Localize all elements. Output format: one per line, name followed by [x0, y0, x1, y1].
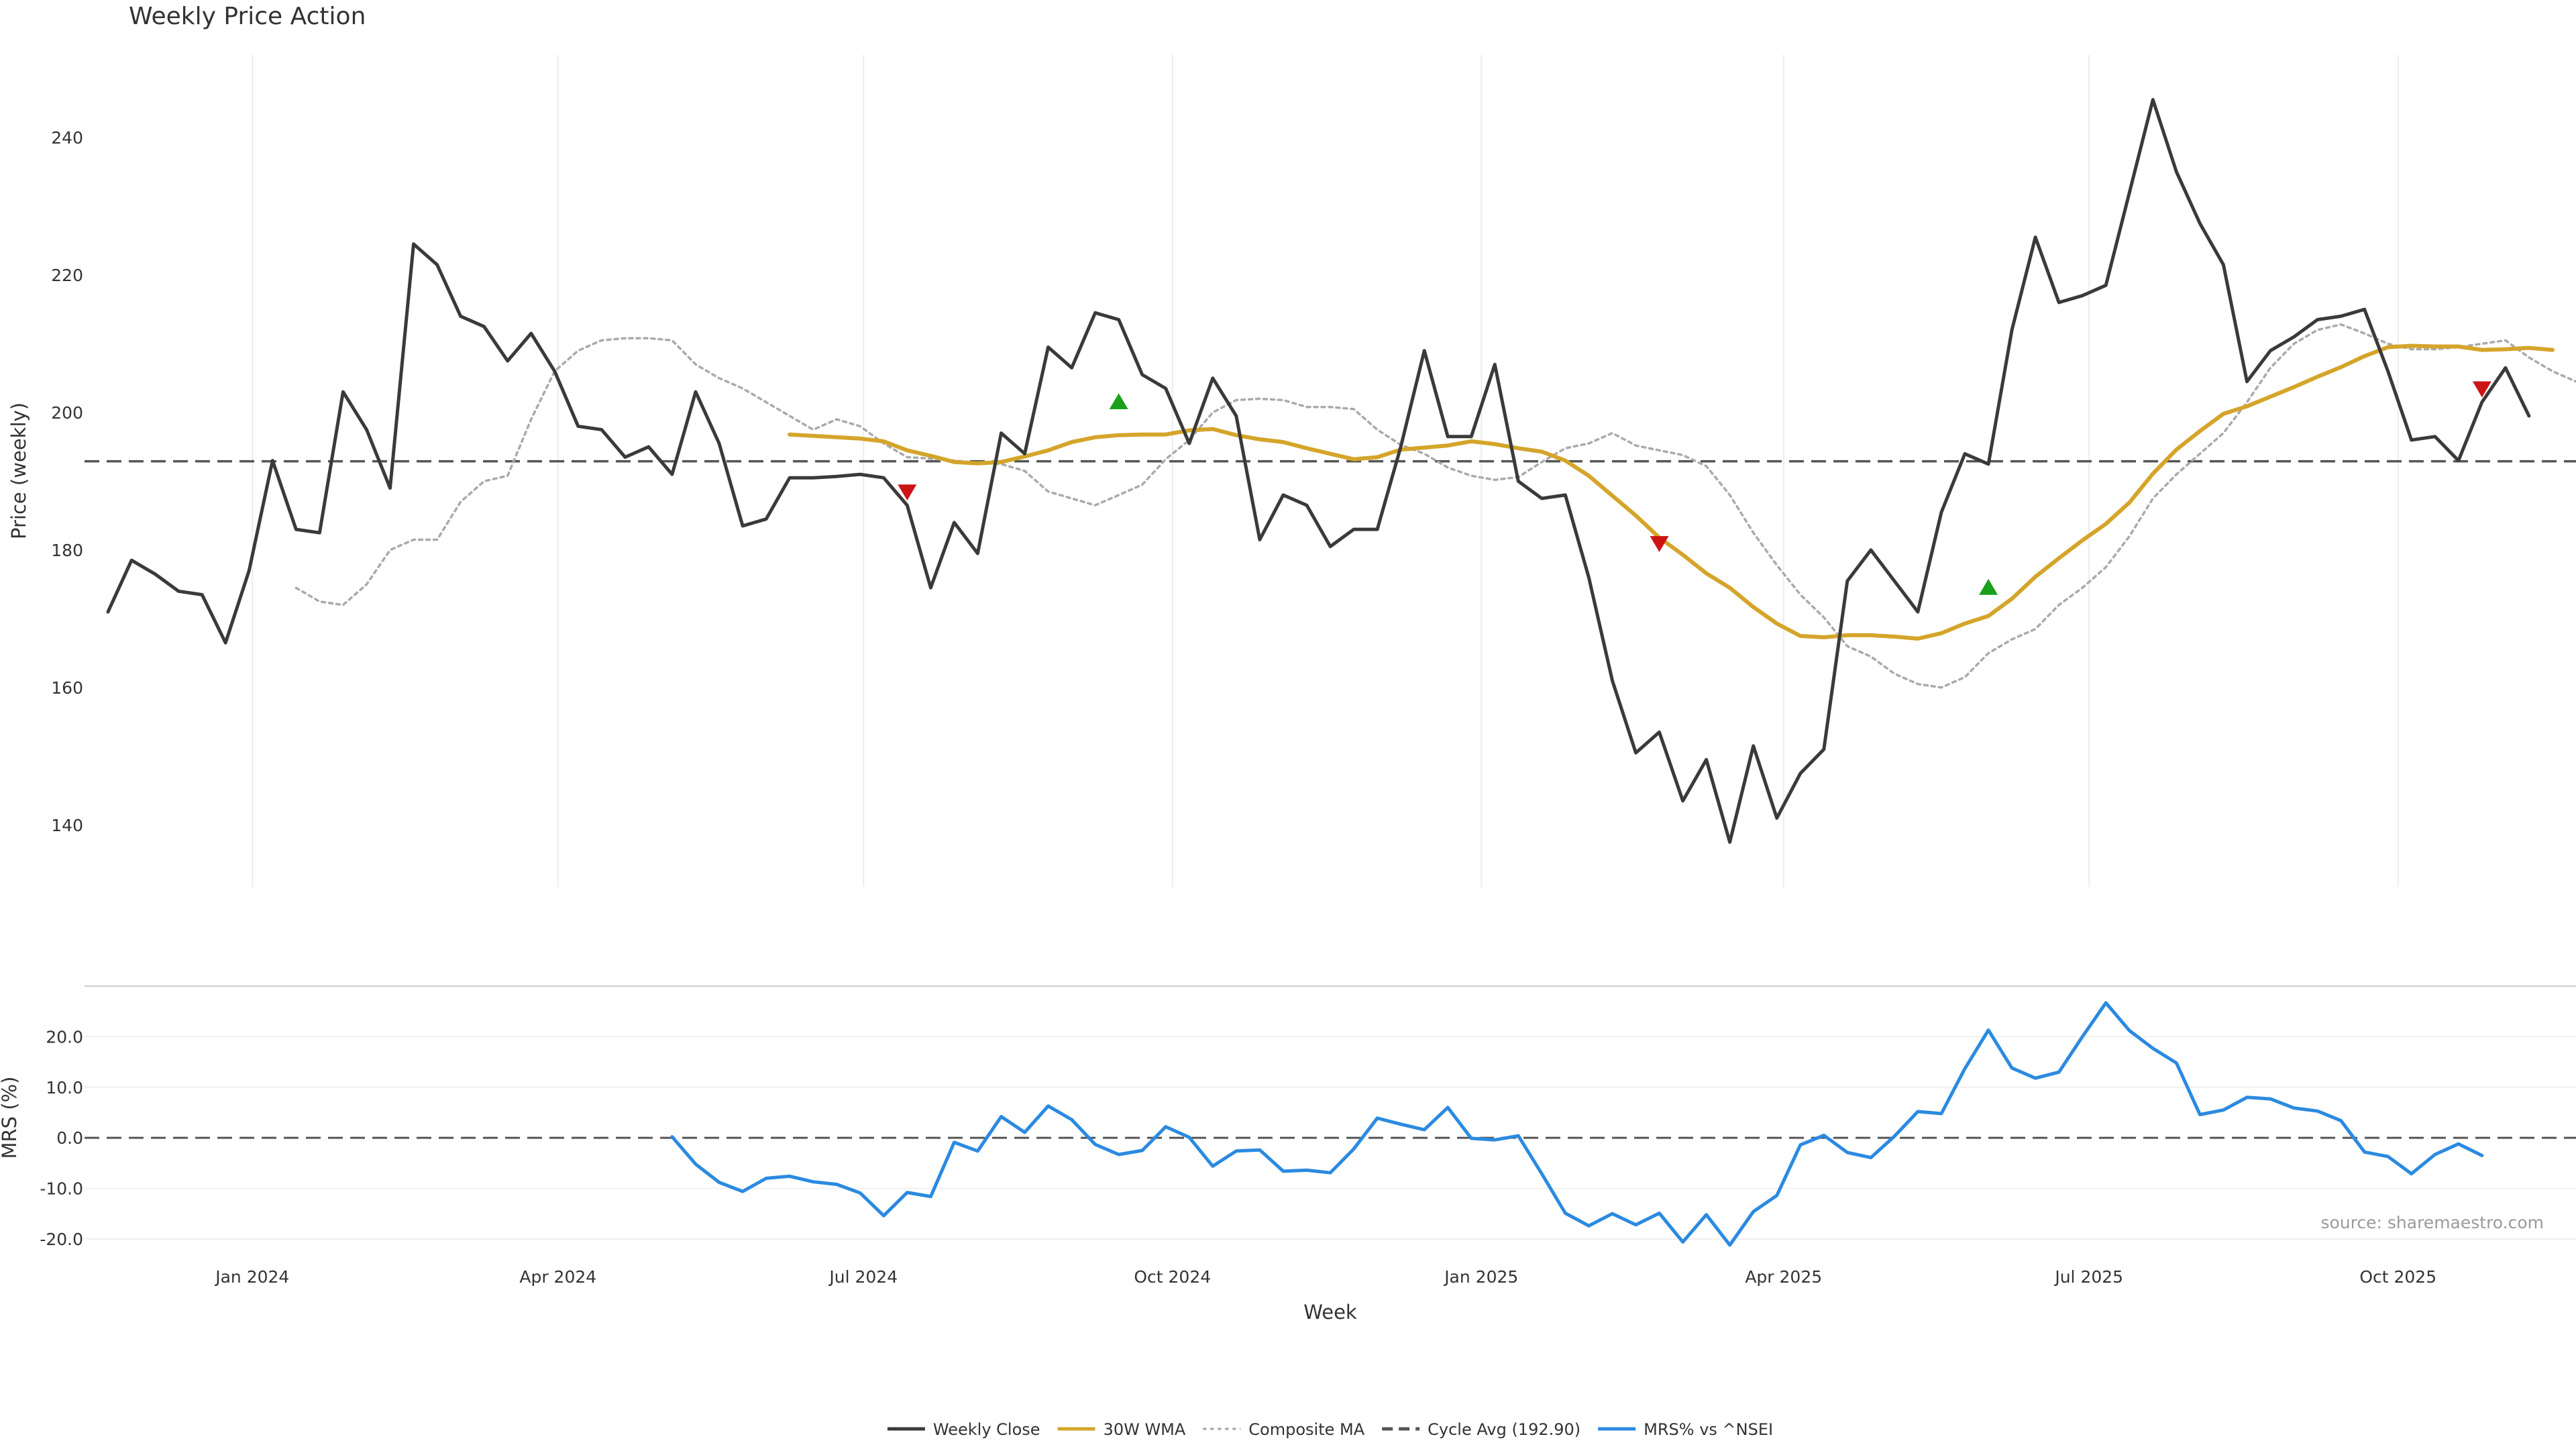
- mrs-y-tick-label: 20.0: [46, 1027, 83, 1046]
- mrs-line: [670, 1001, 2484, 1247]
- legend-label: 30W WMA: [1104, 1420, 1186, 1439]
- mrs-y-axis-label: MRS (%): [0, 1077, 21, 1159]
- x-tick-label: Apr 2025: [1745, 1267, 1822, 1287]
- mrs-y-tick-label: 0.0: [56, 1128, 83, 1148]
- x-tick-label: Jan 2024: [214, 1267, 289, 1287]
- wma-30w-line: [788, 343, 2555, 641]
- x-tick-label: Jan 2025: [1443, 1267, 1518, 1287]
- y-tick-label: 140: [51, 816, 83, 835]
- x-axis-label: Week: [1303, 1301, 1357, 1324]
- mrs-y-tick-label: -10.0: [40, 1179, 83, 1199]
- sell-signal-marker: [898, 484, 917, 501]
- sell-signal-marker: [1650, 536, 1669, 552]
- y-tick-label: 200: [51, 403, 83, 423]
- y-axis-label: Price (weekly): [7, 402, 30, 539]
- x-tick-label: Oct 2025: [2359, 1267, 2436, 1287]
- legend-label: Weekly Close: [933, 1420, 1040, 1439]
- gridlines: [85, 55, 2576, 1240]
- y-tick-label: 160: [51, 678, 83, 698]
- series-lines: [85, 98, 2576, 1247]
- axes: Jan 2024 Apr 2024 Jul 2024 Oct 2024 Jan 2025…: [0, 128, 2436, 1324]
- mrs-y-tick-label: -20.0: [40, 1230, 83, 1249]
- composite-ma-line: [294, 323, 2576, 689]
- buy-signal-marker: [1979, 578, 1998, 595]
- sell-signal-marker: [2472, 381, 2491, 398]
- legend-label: Composite MA: [1248, 1420, 1364, 1439]
- legend-label: Cycle Avg (192.90): [1428, 1420, 1580, 1439]
- y-tick-label: 180: [51, 541, 83, 560]
- source-watermark: source: sharemaestro.com: [2320, 1213, 2544, 1232]
- x-tick-label: Apr 2024: [519, 1267, 596, 1287]
- y-tick-label: 240: [51, 128, 83, 148]
- y-tick-label: 220: [51, 266, 83, 285]
- chart-title: Weekly Price Action: [129, 3, 366, 30]
- x-tick-label: Jul 2025: [2053, 1267, 2123, 1287]
- signal-markers: [898, 381, 2491, 595]
- legend-label: MRS% vs ^NSEI: [1644, 1420, 1773, 1439]
- weekly-close-line: [106, 98, 2531, 844]
- buy-signal-marker: [1109, 393, 1128, 410]
- legend: Weekly Close 30W WMA Composite MA Cycle Avg…: [887, 1420, 1773, 1439]
- x-tick-label: Jul 2024: [828, 1267, 898, 1287]
- x-tick-label: Oct 2024: [1134, 1267, 1211, 1287]
- mrs-y-tick-label: 10.0: [46, 1078, 83, 1097]
